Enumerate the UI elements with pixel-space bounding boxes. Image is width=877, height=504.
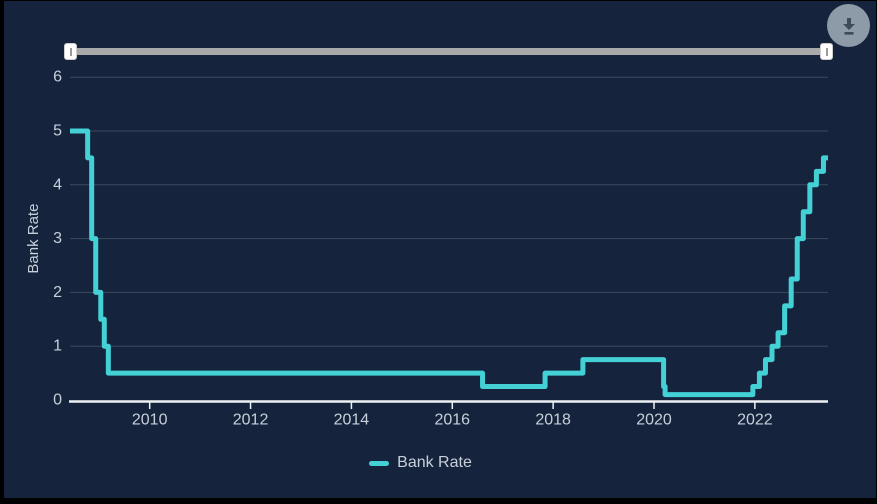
range-slider-track[interactable] [68, 48, 828, 55]
svg-text:2010: 2010 [132, 412, 168, 429]
svg-text:0: 0 [53, 392, 62, 409]
svg-text:Bank Rate: Bank Rate [25, 204, 42, 274]
svg-text:2016: 2016 [434, 412, 470, 429]
svg-text:2014: 2014 [334, 412, 370, 429]
slider-grip-icon [69, 47, 72, 56]
svg-text:6: 6 [53, 69, 62, 86]
svg-text:2020: 2020 [636, 412, 672, 429]
legend-swatch [369, 460, 390, 466]
slider-handle-left[interactable] [64, 43, 77, 60]
svg-text:2022: 2022 [737, 412, 773, 429]
svg-text:5: 5 [53, 123, 62, 140]
slider-grip-icon [825, 47, 828, 56]
svg-text:2012: 2012 [233, 412, 269, 429]
download-button[interactable] [827, 4, 870, 47]
download-icon [842, 17, 855, 35]
svg-text:3: 3 [53, 230, 62, 247]
chart-panel [4, 1, 876, 498]
svg-text:2018: 2018 [535, 412, 571, 429]
legend[interactable]: Bank Rate [0, 454, 859, 472]
svg-text:1: 1 [53, 338, 62, 355]
svg-text:4: 4 [53, 176, 62, 193]
slider-handle-right[interactable] [820, 43, 833, 60]
legend-label: Bank Rate [397, 454, 472, 471]
svg-text:2: 2 [53, 284, 62, 301]
